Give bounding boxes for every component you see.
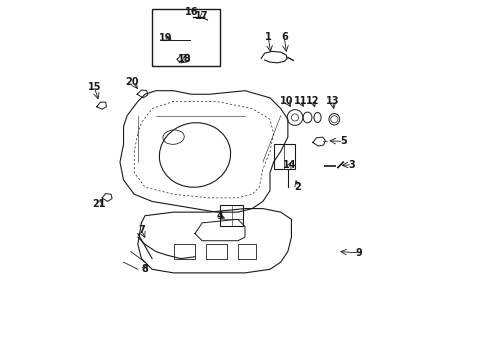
Text: 9: 9 (356, 248, 363, 258)
Text: 16: 16 (185, 7, 198, 17)
Text: 5: 5 (340, 136, 346, 147)
Text: 7: 7 (138, 225, 145, 235)
Text: 14: 14 (283, 160, 296, 170)
Bar (273, 144, 295, 169)
Text: 20: 20 (126, 77, 139, 87)
Bar (220, 205, 243, 226)
Text: 6: 6 (281, 32, 288, 42)
Bar (152, 9, 220, 66)
Text: 15: 15 (88, 82, 101, 92)
Text: 17: 17 (196, 12, 209, 21)
Text: 4: 4 (217, 211, 223, 221)
Text: 8: 8 (142, 264, 148, 274)
Text: 13: 13 (326, 96, 339, 106)
Text: 11: 11 (294, 96, 307, 106)
Text: 2: 2 (294, 182, 301, 192)
Bar (206, 244, 227, 258)
Text: 21: 21 (92, 199, 105, 209)
Text: 1: 1 (265, 32, 271, 42)
Text: 10: 10 (280, 96, 294, 106)
Bar (238, 244, 256, 258)
Text: 18: 18 (177, 54, 191, 64)
Text: 12: 12 (306, 96, 319, 106)
Bar (173, 244, 195, 258)
Text: 3: 3 (349, 159, 356, 170)
Text: 19: 19 (159, 33, 172, 43)
